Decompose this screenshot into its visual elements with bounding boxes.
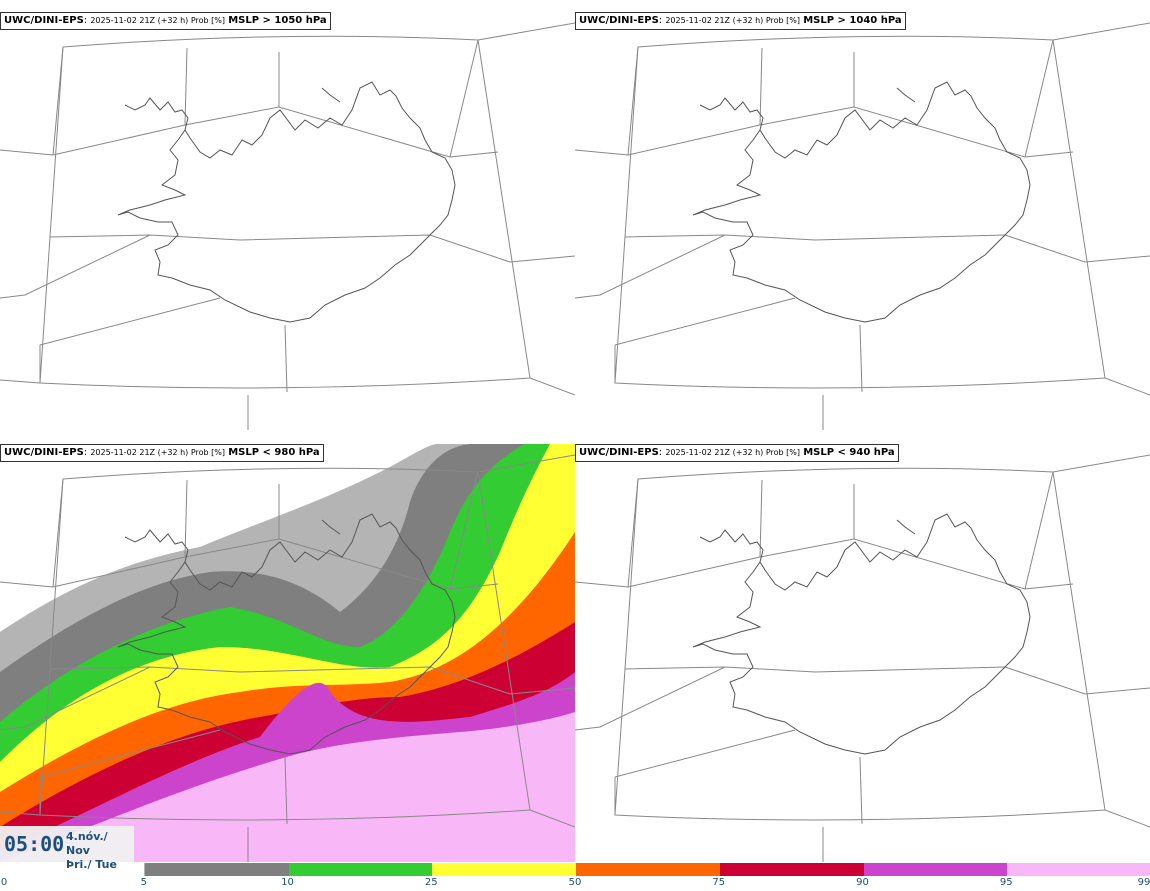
map-panel-3: UWC/DINI-EPS: 2025-11-02 21Z (+32 h) Pro… [0,432,575,862]
panel-title: UWC/DINI-EPS: 2025-11-02 21Z (+32 h) Pro… [575,444,899,462]
probability-field-map [0,443,575,862]
map-panel-2: UWC/DINI-EPS: 2025-11-02 21Z (+32 h) Pro… [575,0,1150,430]
colorbar-segment [144,863,289,876]
colorbar-tick-label: 75 [712,877,726,888]
probability-colorbar: 0 5 10 25 50 75 90 95 99 [0,863,1150,891]
colorbar-segment [576,863,720,876]
iceland-outline-map [575,454,1150,862]
iceland-outline-map [0,22,575,430]
valid-time-box: 05:00 4.nóv./ Nov Þri./ Tue [0,826,134,871]
iceland-outline-map [575,22,1150,430]
colorbar-tick-label: 50 [568,877,582,888]
colorbar-tick-label: 95 [999,877,1013,888]
colorbar-segment [432,863,576,876]
panel-title: UWC/DINI-EPS: 2025-11-02 21Z (+32 h) Pro… [0,444,324,462]
map-panel-1: UWC/DINI-EPS: 2025-11-02 21Z (+32 h) Pro… [0,0,575,430]
colorbar-tick-label: 0 [0,877,8,888]
colorbar-tick-label: 5 [140,877,147,888]
colorbar-segment [863,863,1008,876]
colorbar-segment [719,863,864,876]
probability-bands [0,443,575,862]
colorbar-tick-label: 10 [281,877,294,888]
band-99-plus [0,712,575,862]
colorbar-segment [288,863,433,876]
valid-date: 4.nóv./ Nov Þri./ Tue [66,830,117,871]
map-panel-4: UWC/DINI-EPS: 2025-11-02 21Z (+32 h) Pro… [575,432,1150,862]
colorbar-tick-label: 99 [1137,877,1150,888]
colorbar-tick-label: 90 [856,877,869,888]
colorbar-tick-label: 25 [424,877,438,888]
valid-time: 05:00 [4,832,65,856]
panel-title: UWC/DINI-EPS: 2025-11-02 21Z (+32 h) Pro… [575,12,906,30]
colorbar-segment [1007,863,1150,876]
panel-title: UWC/DINI-EPS: 2025-11-02 21Z (+32 h) Pro… [0,12,331,30]
